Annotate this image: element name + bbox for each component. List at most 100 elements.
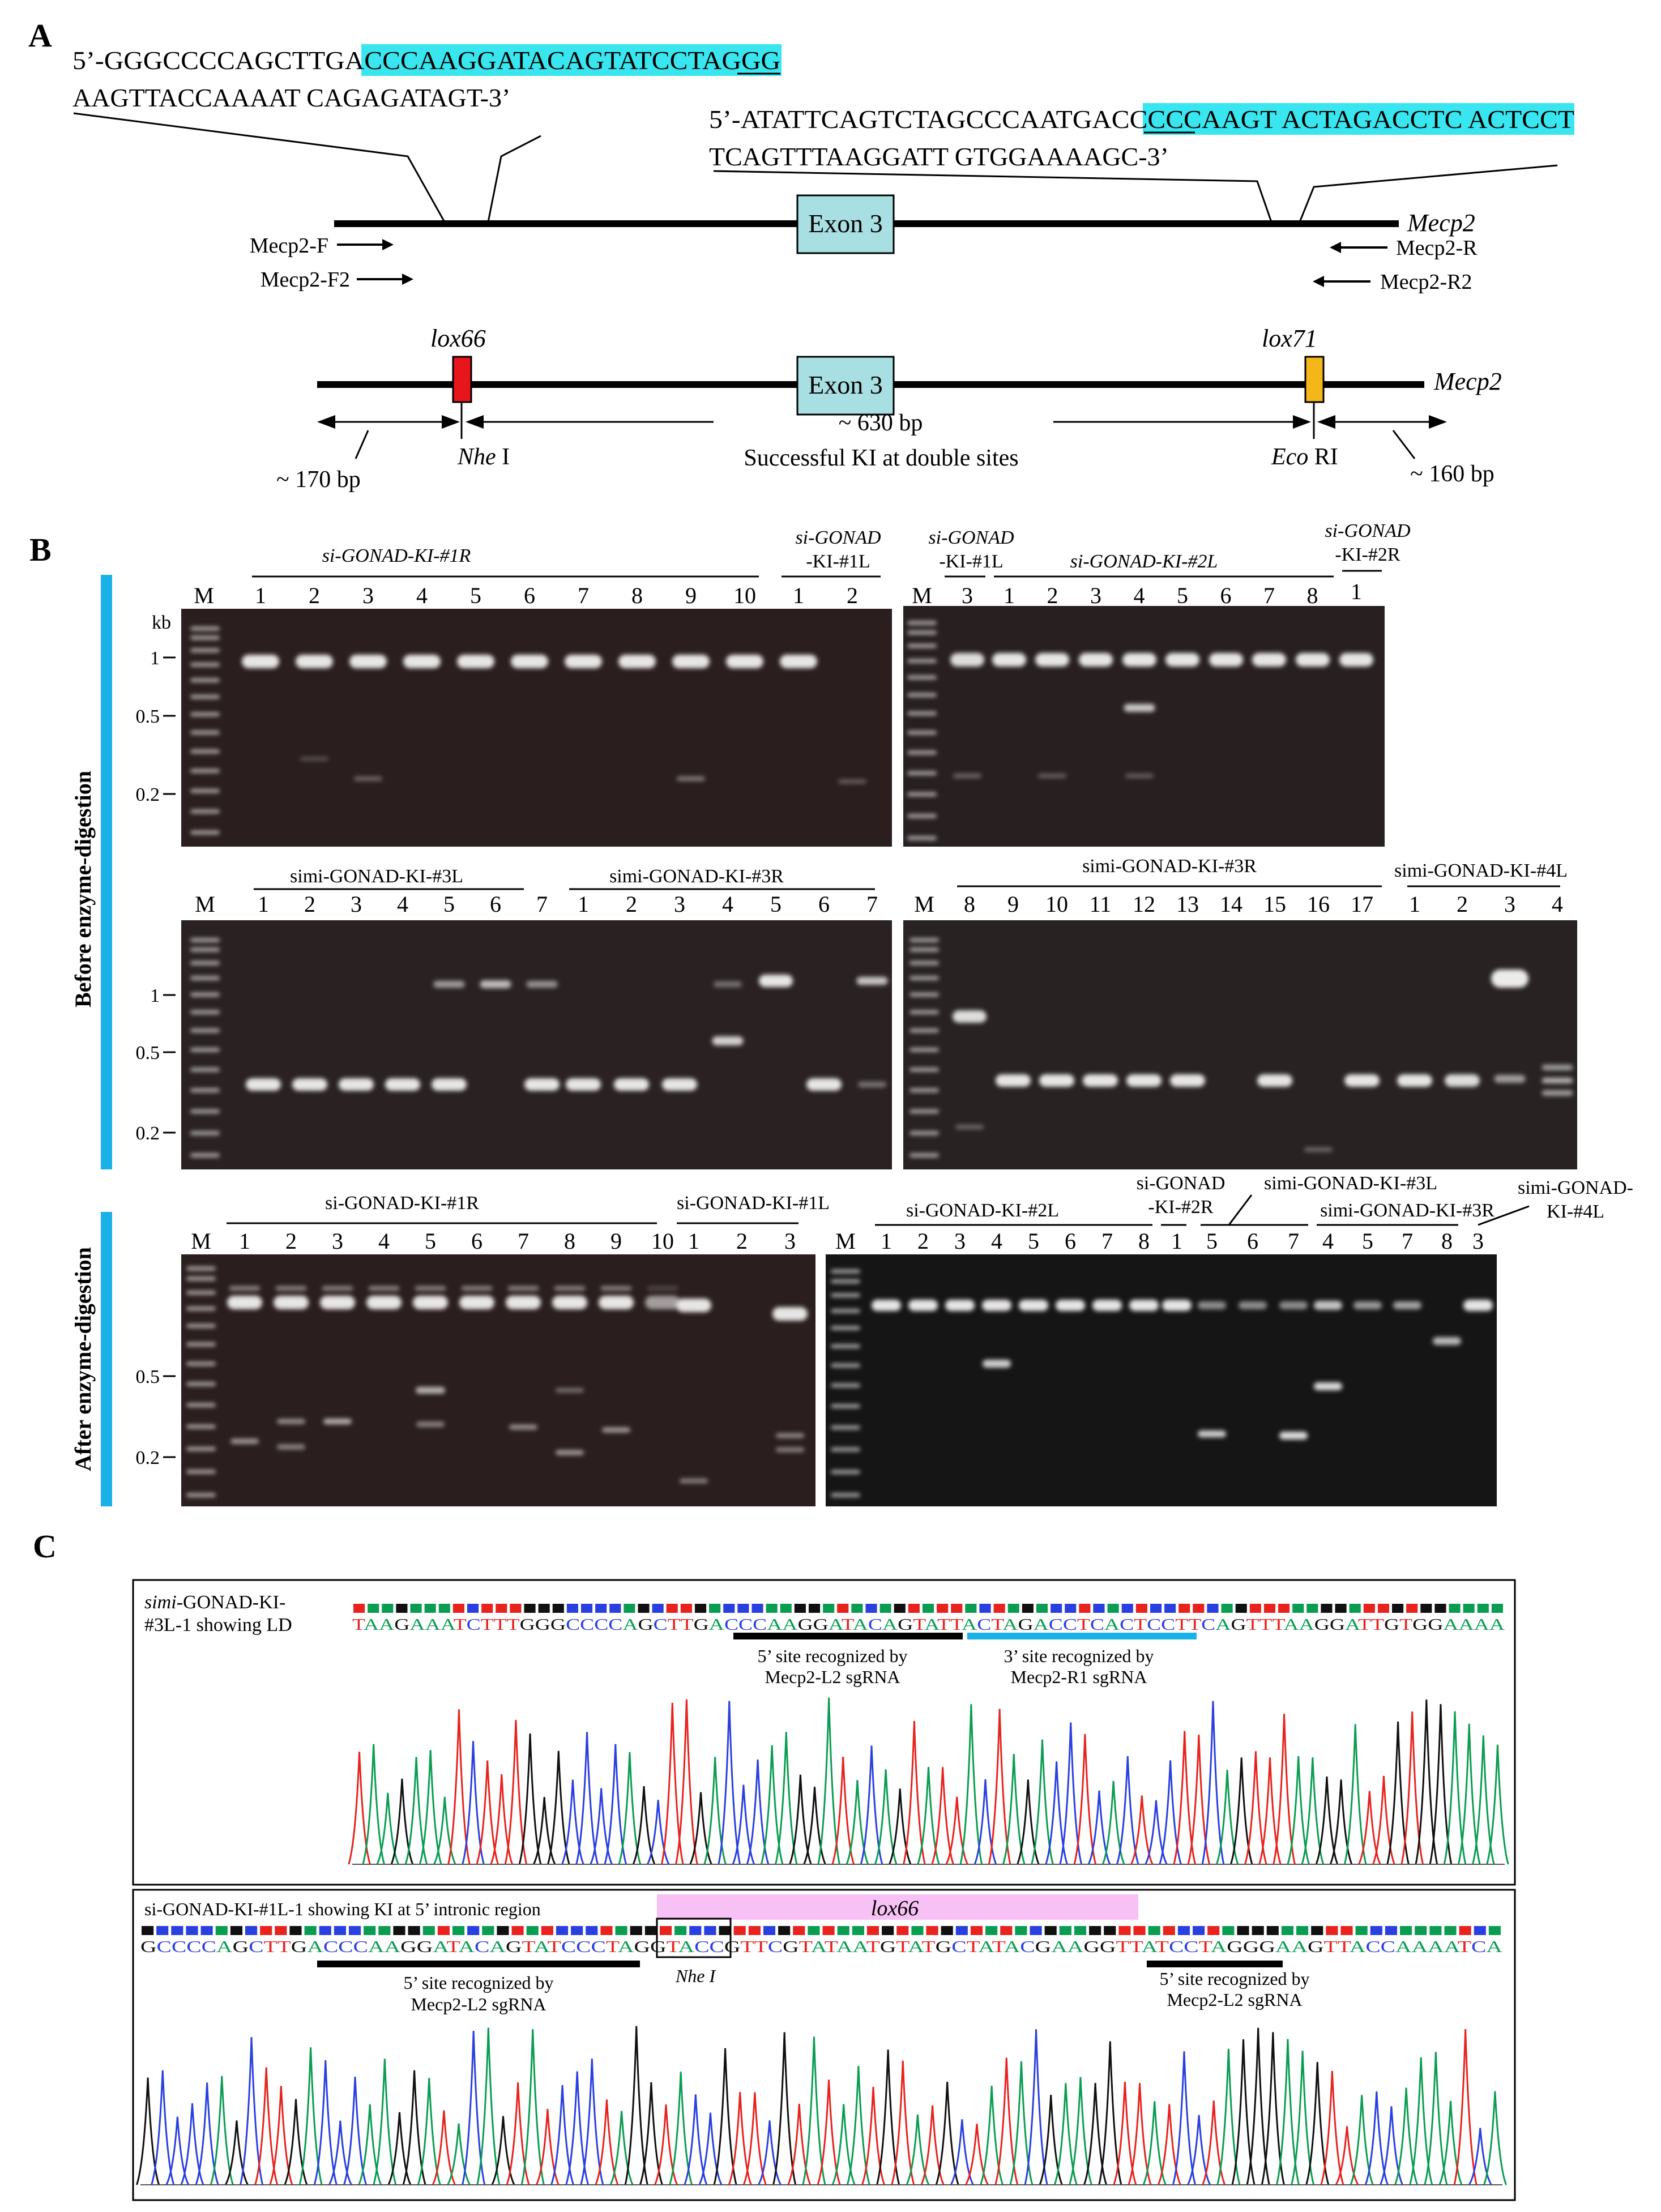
gel-band (190, 635, 220, 640)
quality-block (1488, 1926, 1501, 1935)
gel-band (600, 1286, 632, 1291)
chromatogram-peak (1301, 1757, 1325, 1865)
fragment-160-arrowhead-right (1429, 415, 1447, 429)
chromatogram-peak (831, 1756, 855, 1865)
quality-block (1278, 1604, 1290, 1613)
gel-band (366, 1296, 402, 1309)
gel-band (349, 655, 387, 668)
lox66-label: lox66 (430, 324, 486, 352)
quality-block (566, 1604, 578, 1613)
chromatogram-peak (959, 1704, 983, 1865)
gel-band (982, 1300, 1011, 1311)
gel-band (910, 976, 939, 980)
chromatogram-peak (1130, 1795, 1154, 1865)
quality-block (1007, 1604, 1019, 1613)
gel-band (230, 1438, 259, 1444)
gel-band (910, 1088, 939, 1092)
lane-label: 6 (1065, 1228, 1076, 1254)
chromatogram-peak (462, 2031, 486, 2185)
gel-band (831, 1363, 860, 1368)
gel-3-headers: simi-GONAD-KI-#3L simi-GONAD-KI-#3R M 1 2… (195, 866, 878, 917)
gel-band (647, 1286, 678, 1291)
gel-band (950, 653, 984, 667)
gel-band (1019, 1300, 1048, 1311)
quality-block (552, 1604, 564, 1613)
chromatogram-peak (1273, 1714, 1296, 1865)
panel-label-b: B (29, 531, 52, 568)
lane-label: 3 (351, 891, 362, 917)
gel-band (457, 655, 494, 668)
lane-label: 4 (378, 1228, 390, 1254)
chromatogram-peak (802, 2036, 826, 2185)
gel-band (190, 648, 220, 652)
quality-block (666, 1604, 678, 1613)
chromatogram-peak (945, 1796, 968, 1865)
chromatogram-peak (604, 1744, 627, 1865)
gel-band (907, 750, 937, 755)
nhei-label: Nhe I (457, 444, 510, 470)
chromatogram-peak (476, 1760, 499, 1865)
chromatogram-peak (669, 2072, 693, 2185)
quality-block (624, 1604, 635, 1613)
lane-label: 9 (610, 1228, 622, 1254)
quality-block (1179, 1604, 1190, 1613)
gel-band (339, 1078, 374, 1091)
lane-label: 1 (1171, 1228, 1182, 1254)
quality-block (1059, 1926, 1071, 1935)
quality-block (393, 1926, 405, 1935)
lane-label: 8 (964, 891, 975, 917)
gel-band (1035, 653, 1069, 667)
gel-band (1304, 1147, 1333, 1152)
quality-block (424, 1604, 436, 1613)
gel-band (416, 1387, 445, 1394)
lane-label: 16 (1307, 891, 1330, 917)
lane-label: 1 (881, 1228, 892, 1254)
gel-band (676, 1299, 711, 1312)
lane-label: 1 (688, 1228, 699, 1254)
chromatogram-peak (917, 1767, 940, 1865)
quality-block (896, 1926, 909, 1935)
chromatogram-peak (718, 1701, 741, 1865)
quality-block (1406, 1604, 1418, 1613)
gel-band (910, 1109, 939, 1114)
chromatogram-peak (1024, 2029, 1048, 2185)
chromatogram-peak (874, 1769, 898, 1865)
site5c-label-2: Mecp2-L2 sgRNA (1167, 1989, 1302, 2010)
size-ladder-3: 1 0.5 0.2 (136, 985, 176, 1144)
gel-band (955, 1125, 984, 1129)
chromatogram-peak (675, 1699, 698, 1865)
gel-band (1279, 1432, 1308, 1440)
group-label: si-GONAD (928, 527, 1014, 548)
quality-block (1363, 1604, 1375, 1613)
callout-line-left-a (73, 112, 446, 223)
fragment-170-label: ~ 170 bp (276, 467, 361, 493)
ecori-label: Eco RI (1271, 444, 1338, 470)
quality-block (467, 1604, 479, 1613)
chromatogram-peak (447, 2123, 471, 2185)
chromatogram-peak (1142, 2101, 1167, 2185)
quality-block (866, 1926, 879, 1935)
gel-band (672, 655, 710, 668)
site5c-bar (1147, 1961, 1283, 1967)
gene-label-top: Mecp2 (1407, 209, 1475, 237)
chromatogram-peak (1472, 1735, 1495, 1865)
quality-block (142, 1926, 154, 1935)
gel-band (190, 712, 220, 716)
gel-band (190, 1048, 220, 1052)
chromatogram-peak (254, 2067, 279, 2185)
quality-block (615, 1926, 627, 1935)
gel-band (190, 768, 220, 773)
gel-band (186, 1291, 216, 1295)
quality-block (1015, 1926, 1027, 1935)
quality-block (659, 1926, 672, 1935)
quality-block (1296, 1926, 1309, 1935)
gel-band (1257, 1074, 1292, 1087)
quality-block (737, 1604, 749, 1613)
gel-band (566, 1078, 601, 1091)
lane-label: 7 (1402, 1228, 1413, 1254)
lane-label: 15 (1263, 891, 1286, 917)
gel-band (907, 659, 937, 663)
gel-band (907, 814, 937, 818)
lox71-site (1304, 356, 1325, 403)
gel-band (190, 749, 220, 754)
